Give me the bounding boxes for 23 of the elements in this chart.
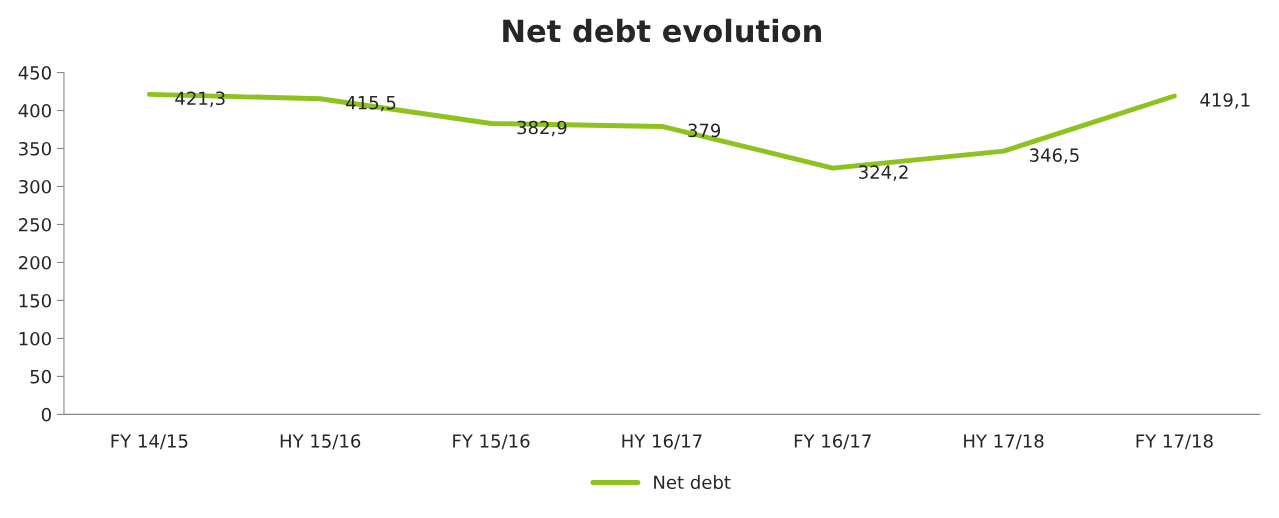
data-label: 419,1	[1200, 93, 1250, 109]
data-label: 324,2	[859, 165, 908, 181]
y-tick-label: 50	[30, 369, 51, 384]
data-label: 379	[688, 123, 721, 138]
y-tick-label: 400	[18, 103, 51, 118]
y-tick-label: 100	[19, 331, 51, 346]
chart-title: Net debt evolution	[503, 18, 821, 43]
y-tick-label: 150	[19, 293, 51, 308]
x-tick-label: FY 17/18	[1136, 434, 1213, 450]
y-tick-label: 350	[19, 141, 51, 156]
x-tick-label: FY 14/15	[111, 434, 188, 450]
y-tick-label: 450	[18, 65, 51, 80]
x-tick-label: FY 16/17	[794, 434, 871, 450]
y-tick-label: 200	[19, 255, 51, 270]
y-tick-label: 300	[19, 179, 51, 194]
x-tick-label: HY 15/16	[280, 434, 361, 450]
y-tick-label: 0	[41, 407, 51, 422]
legend-label: Net debt	[654, 475, 731, 490]
y-tick-label: 250	[19, 217, 51, 232]
x-tick-label: HY 17/18	[964, 434, 1044, 450]
x-tick-label: HY 16/17	[622, 434, 702, 450]
x-tick-label: FY 15/16	[453, 434, 530, 450]
data-label: 346,5	[1029, 148, 1079, 164]
